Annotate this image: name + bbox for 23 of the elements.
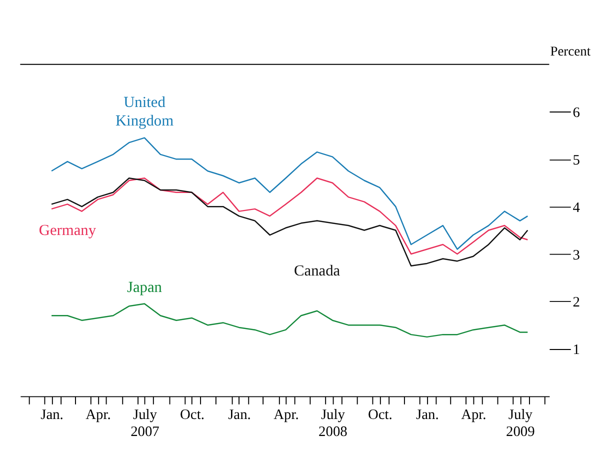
x-tick-label: Jan.	[40, 406, 64, 423]
series-label: Japan	[126, 278, 162, 296]
x-tick-label: Apr.	[86, 406, 111, 423]
x-tick-label: July 2007	[130, 406, 160, 440]
y-tick-label: 4	[572, 200, 580, 216]
line-series	[50, 303, 528, 338]
x-tick-label: Oct.	[180, 406, 204, 423]
y-tick-label: 2	[572, 294, 580, 311]
x-tick-label: Jan.	[228, 406, 251, 423]
y-tick-label: 1	[572, 342, 580, 358]
x-tick-label: July 2009	[506, 406, 535, 440]
series-label: Germany	[38, 222, 96, 240]
series-label: United Kingdom	[115, 94, 174, 130]
y-tick-label: 3	[572, 247, 580, 264]
y-axis-title: Percent	[550, 44, 591, 59]
x-tick-label: Apr.	[461, 406, 486, 423]
x-tick-label: Oct.	[368, 406, 392, 423]
y-tick-label: 6	[572, 105, 580, 122]
x-tick-label: Jan.	[416, 406, 439, 423]
x-tick-label: July 2008	[318, 406, 348, 440]
y-tick-label: 5	[572, 152, 580, 168]
x-tick-label: Apr.	[274, 406, 299, 423]
text: Canada	[294, 262, 340, 280]
